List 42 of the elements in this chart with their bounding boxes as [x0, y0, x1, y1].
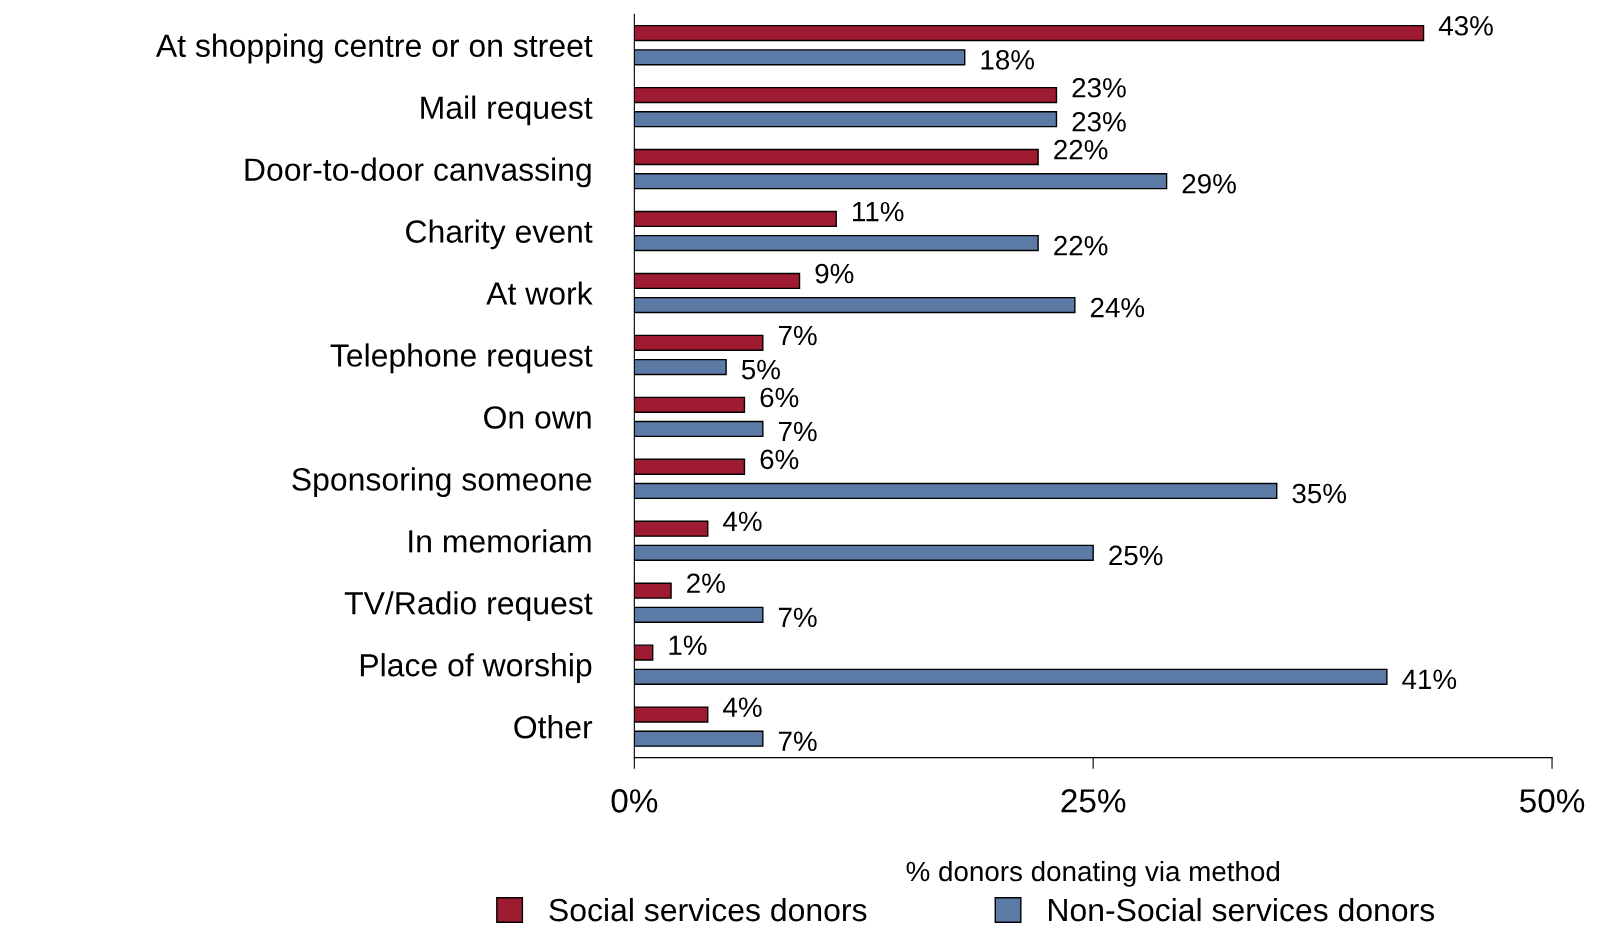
data-label: 6%: [760, 449, 799, 470]
data-label: 1%: [669, 635, 707, 655]
data-label: 22%: [1054, 235, 1108, 256]
x-axis-title: % donors donating via method: [906, 860, 1280, 887]
data-label: 43%: [1438, 15, 1493, 36]
data-label: 4%: [723, 511, 762, 532]
y-tick-label: At work: [486, 281, 593, 305]
data-label: 5%: [741, 359, 780, 380]
data-label: 23%: [1072, 111, 1126, 132]
data-label: 7%: [778, 325, 817, 346]
y-tick-label: At shopping centre or on street: [155, 33, 593, 64]
x-tick-label: 50%: [1520, 789, 1585, 813]
y-tick-label: In memoriam: [409, 529, 591, 553]
data-label: 22%: [1054, 139, 1108, 160]
y-tick-label: Sponsoring someone: [292, 467, 592, 498]
x-tick-label: 25%: [1061, 789, 1126, 813]
y-tick-label: Telephone request: [330, 343, 593, 374]
data-label: 2%: [687, 573, 725, 594]
data-label: 25%: [1109, 545, 1163, 566]
y-tick-label: Mail request: [421, 95, 593, 126]
data-label: 6%: [760, 387, 799, 408]
data-label: 41%: [1402, 669, 1457, 690]
x-tick-label: 0%: [611, 789, 658, 813]
y-tick-label: Charity event: [406, 219, 593, 250]
y-tick-label: Place of worship: [360, 653, 592, 683]
data-label: 7%: [778, 731, 817, 752]
data-label: 7%: [778, 421, 817, 442]
data-label: 24%: [1090, 297, 1145, 318]
data-label: 7%: [778, 607, 817, 628]
y-tick-label: Door-to-door canvassing: [245, 157, 591, 188]
y-tick-label: On own: [484, 406, 591, 429]
y-tick-label: TV/Radio request: [344, 591, 593, 621]
y-tick-label: Other: [514, 715, 593, 739]
data-label: 11%: [853, 201, 904, 222]
data-label: 35%: [1292, 483, 1347, 504]
data-label: 18%: [981, 50, 1034, 70]
data-label: 4%: [723, 697, 762, 717]
data-label: 9%: [815, 263, 854, 284]
data-label: 29%: [1182, 173, 1236, 194]
legend-label: Social services donors: [549, 897, 867, 922]
data-label: 23%: [1072, 77, 1126, 98]
legend-label: Non-Social services donors: [1049, 897, 1435, 922]
